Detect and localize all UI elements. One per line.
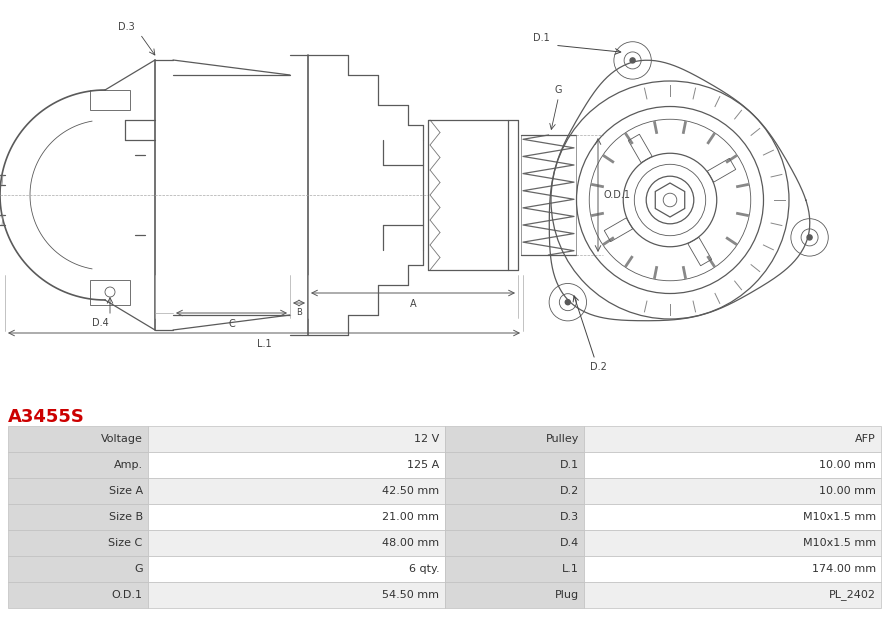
- Text: 48.00 mm: 48.00 mm: [382, 538, 439, 548]
- Bar: [444, 504, 584, 530]
- Text: G: G: [555, 85, 562, 95]
- Text: A3455S: A3455S: [8, 408, 84, 426]
- Text: Pulley: Pulley: [546, 434, 579, 444]
- Bar: [584, 426, 881, 452]
- Text: Size A: Size A: [108, 486, 142, 496]
- Text: 54.50 mm: 54.50 mm: [382, 590, 439, 600]
- Text: AFP: AFP: [855, 434, 876, 444]
- Text: Size C: Size C: [108, 538, 142, 548]
- Bar: [444, 452, 584, 478]
- Text: G: G: [134, 564, 142, 574]
- Bar: [90, 280, 130, 305]
- Text: 10.00 mm: 10.00 mm: [819, 486, 876, 496]
- Bar: [148, 582, 444, 608]
- Text: L.1: L.1: [563, 564, 579, 574]
- Bar: [148, 530, 444, 556]
- Bar: [8, 452, 148, 478]
- Text: D.1: D.1: [560, 460, 579, 470]
- Text: D.2: D.2: [560, 486, 579, 496]
- Bar: [444, 556, 584, 582]
- Text: D.3: D.3: [560, 512, 579, 522]
- Text: PL_2402: PL_2402: [829, 589, 876, 601]
- Bar: [444, 582, 584, 608]
- Text: Voltage: Voltage: [100, 434, 142, 444]
- Bar: [148, 452, 444, 478]
- Text: 6 qty.: 6 qty.: [409, 564, 439, 574]
- Circle shape: [565, 300, 571, 305]
- Text: D.4: D.4: [560, 538, 579, 548]
- Bar: [444, 426, 584, 452]
- Text: M10x1.5 mm: M10x1.5 mm: [803, 538, 876, 548]
- Text: O.D.1: O.D.1: [603, 190, 630, 200]
- Bar: [148, 556, 444, 582]
- Circle shape: [807, 235, 813, 240]
- Bar: [8, 530, 148, 556]
- Text: D.1: D.1: [533, 33, 550, 43]
- Bar: [148, 478, 444, 504]
- Bar: [8, 556, 148, 582]
- Bar: [584, 504, 881, 530]
- Bar: [584, 582, 881, 608]
- Bar: [584, 478, 881, 504]
- Bar: [8, 582, 148, 608]
- Text: B: B: [296, 308, 302, 317]
- Bar: [584, 556, 881, 582]
- Bar: [444, 530, 584, 556]
- Text: L.1: L.1: [257, 339, 271, 349]
- Bar: [584, 452, 881, 478]
- Bar: [444, 478, 584, 504]
- Text: 125 A: 125 A: [407, 460, 439, 470]
- Bar: [584, 530, 881, 556]
- Text: D.4: D.4: [92, 318, 108, 328]
- Bar: [8, 478, 148, 504]
- Text: 174.00 mm: 174.00 mm: [812, 564, 876, 574]
- Text: 21.00 mm: 21.00 mm: [382, 512, 439, 522]
- Text: 42.50 mm: 42.50 mm: [382, 486, 439, 496]
- Bar: [90, 90, 130, 110]
- Text: O.D.1: O.D.1: [112, 590, 142, 600]
- Text: C: C: [228, 319, 235, 329]
- Text: D.3: D.3: [118, 22, 135, 32]
- Bar: [8, 504, 148, 530]
- Text: M10x1.5 mm: M10x1.5 mm: [803, 512, 876, 522]
- Text: 12 V: 12 V: [414, 434, 439, 444]
- Bar: [148, 504, 444, 530]
- Text: A: A: [410, 299, 416, 309]
- Bar: [8, 426, 148, 452]
- Text: Amp.: Amp.: [114, 460, 142, 470]
- Circle shape: [630, 58, 635, 63]
- Text: D.2: D.2: [590, 362, 607, 372]
- Text: Size B: Size B: [108, 512, 142, 522]
- Text: 10.00 mm: 10.00 mm: [819, 460, 876, 470]
- Bar: [148, 426, 444, 452]
- Text: Plug: Plug: [555, 590, 579, 600]
